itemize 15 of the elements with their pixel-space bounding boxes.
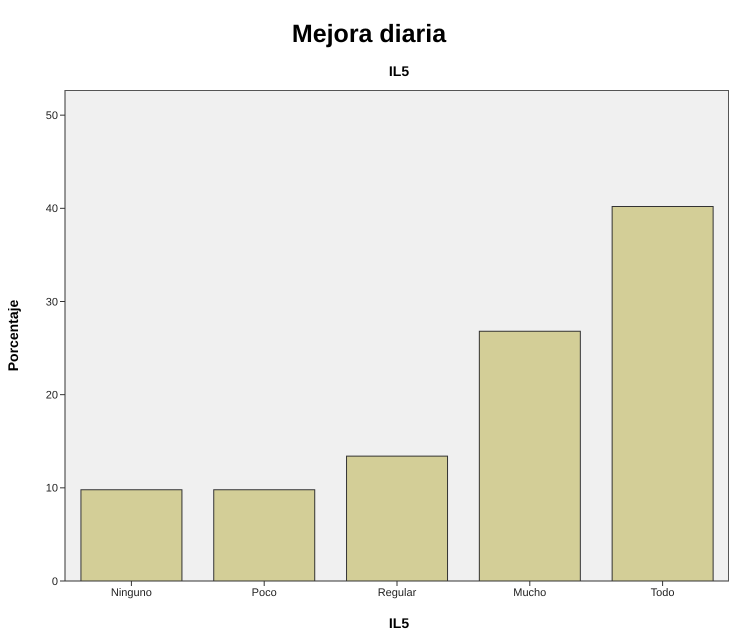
y-axis-title: Porcentaje [4,299,21,372]
x-tick-label: Poco [252,586,277,599]
x-tick-label: Todo [650,586,675,599]
y-tick-label: 40 [46,203,58,216]
y-tick-label: 30 [46,296,58,308]
y-tick-label: 10 [46,482,58,495]
x-tick-label: Regular [378,586,417,599]
x-axis-title: IL5 [388,614,410,633]
chart-title: Mejora diaria [290,19,448,50]
x-tick-label: Ninguno [110,586,152,599]
y-tick-label: 0 [52,576,58,588]
x-tick-label: Mucho [513,586,546,599]
y-tick-label: 20 [46,390,58,402]
y-tick-label: 50 [46,110,58,122]
chart-subtitle: IL5 [388,62,410,81]
